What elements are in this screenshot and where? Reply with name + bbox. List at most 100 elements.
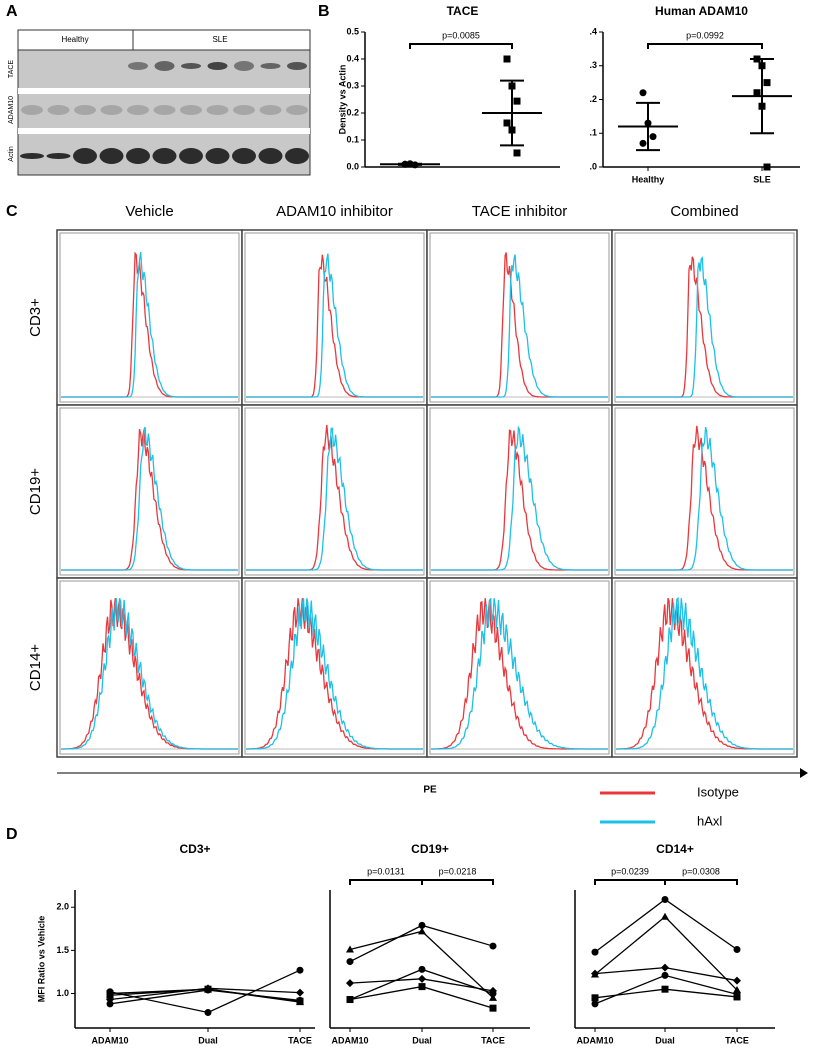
chart-title: Human ADAM10	[655, 4, 748, 18]
x-tick-label: Healthy	[632, 174, 665, 184]
point	[513, 149, 521, 157]
point	[763, 163, 771, 171]
point	[661, 963, 669, 972]
blot-band	[46, 153, 71, 159]
blot-band	[232, 148, 256, 164]
blot-band	[153, 105, 176, 115]
point	[418, 927, 426, 935]
column-header: Vehicle	[125, 203, 173, 220]
histogram-curve	[431, 597, 608, 750]
histogram-curve	[61, 251, 238, 398]
histogram-cell	[611, 229, 798, 406]
legend-label: Isotype	[697, 784, 739, 799]
column-header: Combined	[670, 203, 738, 220]
y-tick-label: 0.3	[346, 80, 359, 90]
point	[591, 948, 599, 956]
y-tick-label: 2.0	[56, 902, 69, 912]
panel-label: B	[318, 3, 330, 20]
histogram-inner	[614, 407, 795, 576]
row-label: CD19+	[27, 468, 44, 515]
histogram-inner	[59, 232, 240, 403]
x-axis-label: PE	[423, 785, 437, 796]
blot-band	[287, 62, 307, 70]
y-tick-label: 1.5	[56, 945, 69, 955]
x-tick-label: TACE	[481, 1035, 505, 1045]
x-tick-label: ADAM10	[91, 1035, 128, 1045]
histogram-cell	[611, 577, 798, 758]
x-tick-label: TACE	[725, 1035, 749, 1045]
y-tick-label: .0	[589, 161, 597, 171]
blot-group: SLE	[212, 35, 227, 44]
y-tick-label: 1.0	[56, 988, 69, 998]
p-value: p=0.0131	[367, 866, 405, 876]
y-tick-label: 0.2	[346, 107, 359, 117]
blot-band	[128, 62, 148, 70]
histogram-cell	[241, 404, 428, 579]
histogram-inner	[59, 407, 240, 576]
significance-bracket	[647, 43, 763, 49]
point	[591, 994, 599, 1002]
histogram-cell	[611, 404, 798, 579]
y-tick-label: .4	[589, 26, 597, 36]
histogram-curve	[616, 596, 793, 750]
x-tick-label: ADAM10	[576, 1035, 613, 1045]
blot-band	[234, 61, 254, 71]
blot-band	[285, 148, 309, 164]
histogram-cell	[426, 577, 613, 758]
point	[106, 990, 114, 997]
blot-band	[233, 105, 255, 115]
blot-band	[258, 148, 283, 164]
row-label: CD14+	[27, 644, 44, 691]
point	[591, 969, 599, 978]
point	[503, 119, 511, 127]
point	[418, 965, 426, 973]
blot-band	[47, 105, 70, 115]
x-tick-label: ADAM10	[331, 1035, 368, 1045]
blot-band	[20, 153, 44, 159]
point	[106, 1000, 114, 1008]
point	[661, 971, 669, 979]
point	[733, 946, 741, 954]
point	[204, 985, 212, 993]
histogram-curve	[246, 598, 423, 750]
blot-band	[179, 148, 203, 164]
column-header: TACE inhibitor	[472, 203, 568, 220]
point	[591, 1000, 599, 1008]
x-tick-label: Dual	[412, 1035, 432, 1045]
column-header: ADAM10 inhibitor	[276, 203, 393, 220]
y-tick-label: .1	[589, 128, 597, 138]
legend-label: hAxl	[697, 813, 722, 828]
pe-arrow	[800, 768, 808, 778]
point	[296, 997, 304, 1005]
x-tick-label: Dual	[655, 1035, 675, 1045]
histogram-curve	[61, 597, 238, 750]
blot-band	[74, 105, 96, 115]
series-line	[594, 915, 738, 991]
y-tick-label: 0.5	[346, 26, 359, 36]
histogram-curve	[431, 254, 608, 398]
p-value: p=0.0239	[611, 866, 649, 876]
point	[661, 912, 669, 920]
point	[296, 988, 304, 997]
blot-band	[127, 105, 149, 115]
significance-bracket	[664, 879, 738, 885]
histogram-inner	[244, 232, 425, 403]
blot-band	[152, 148, 177, 164]
point	[418, 983, 426, 991]
point	[346, 958, 354, 966]
blot-group: Healthy	[61, 35, 88, 44]
blot-row: ADAM10	[8, 96, 15, 124]
blot-row: Actin	[8, 146, 15, 162]
point	[489, 990, 497, 997]
point	[513, 97, 521, 105]
blot-band	[73, 148, 97, 164]
blot-band	[180, 105, 202, 115]
point	[503, 55, 511, 63]
blot-band	[100, 105, 123, 115]
y-tick-label: .3	[589, 60, 597, 70]
point	[489, 1004, 497, 1012]
histogram-inner	[244, 407, 425, 576]
panel-label: A	[6, 3, 18, 20]
blot-band	[154, 61, 175, 71]
point	[346, 979, 354, 988]
